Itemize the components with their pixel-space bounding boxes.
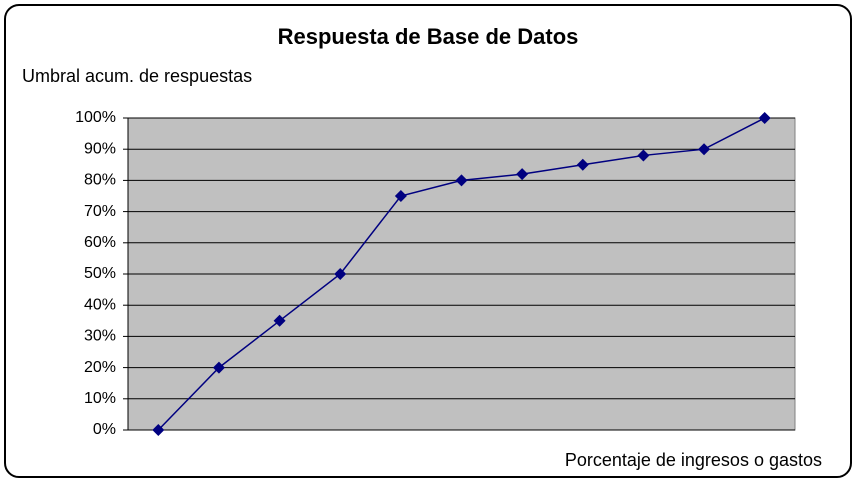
- data-point: [212, 361, 225, 374]
- y-tick-label: 100%: [75, 109, 116, 126]
- data-point: [698, 143, 711, 156]
- data-point: [455, 174, 468, 187]
- data-point: [394, 190, 407, 202]
- data-point: [637, 149, 650, 162]
- y-tick-label: 10%: [84, 390, 116, 407]
- data-point: [273, 314, 286, 327]
- y-tick-label: 50%: [84, 265, 116, 282]
- data-point: [334, 268, 347, 280]
- y-tick-label: 70%: [84, 203, 116, 220]
- y-axis-label: Umbral acum. de respuestas: [22, 66, 252, 86]
- y-tick-label: 90%: [84, 140, 116, 157]
- x-axis-label: Porcentaje de ingresos o gastos: [565, 450, 822, 470]
- y-tick-label: 80%: [84, 172, 116, 189]
- y-tick-label: 20%: [84, 359, 116, 376]
- data-point: [152, 424, 165, 436]
- y-tick-label: 30%: [84, 328, 116, 345]
- data-point: [576, 158, 589, 171]
- y-tick-label: 0%: [93, 421, 116, 438]
- y-tick-label: 40%: [84, 296, 116, 313]
- data-point: [758, 112, 771, 124]
- chart-title: Respuesta de Base de Datos: [278, 24, 579, 49]
- data-point: [516, 168, 529, 181]
- y-tick-label: 60%: [84, 234, 116, 251]
